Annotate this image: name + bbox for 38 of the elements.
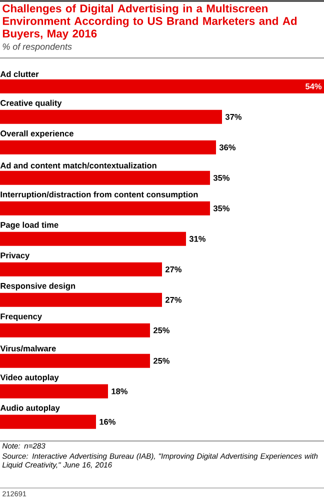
data-label: 31% xyxy=(189,236,206,242)
data-label: 16% xyxy=(100,418,116,425)
bar xyxy=(0,354,150,368)
y-tick-label: Creative quality xyxy=(0,100,62,108)
bar xyxy=(0,140,216,154)
bar xyxy=(0,262,162,276)
data-label: 18% xyxy=(112,388,128,394)
y-tick-label: Virus/malware xyxy=(0,345,56,352)
y-tick-label: Frequency xyxy=(0,314,42,321)
data-label: 25% xyxy=(153,358,170,364)
data-label: 35% xyxy=(213,205,230,212)
data-label: 36% xyxy=(219,144,236,150)
y-tick-label: Video autoplay xyxy=(0,374,59,382)
data-label: 27% xyxy=(165,266,182,272)
y-tick-label: Audio autoplay xyxy=(0,404,60,412)
bar xyxy=(0,292,162,307)
data-label: 37% xyxy=(225,114,242,120)
y-tick-label: Responsive design xyxy=(0,282,76,290)
bar xyxy=(0,201,210,216)
chart-title: Challenges of Digital Advertising in a Multiscreen Environment According to US Brand Marketers and Ad Buyers, May 2016 xyxy=(2,4,297,40)
y-tick-label: Overall experience xyxy=(0,130,74,138)
bar xyxy=(0,384,108,398)
y-tick-label: Privacy xyxy=(0,252,30,260)
data-label: 35% xyxy=(213,174,230,181)
y-tick-label: Ad clutter xyxy=(0,70,39,78)
y-tick-label: Page load time xyxy=(0,222,58,230)
bar xyxy=(0,110,222,124)
y-tick-label: Ad and content match/contextualization xyxy=(0,162,156,169)
chart-subtitle: % of respondents xyxy=(2,43,72,52)
data-label: 25% xyxy=(153,327,170,334)
bar xyxy=(0,170,210,185)
bar xyxy=(0,414,96,429)
data-label: 27% xyxy=(165,296,182,303)
bar xyxy=(0,232,186,246)
y-tick-label: Interruption/distraction from content consumption xyxy=(0,191,198,200)
data-label: 54% xyxy=(306,83,322,90)
bar xyxy=(0,323,150,338)
bar xyxy=(0,79,324,94)
